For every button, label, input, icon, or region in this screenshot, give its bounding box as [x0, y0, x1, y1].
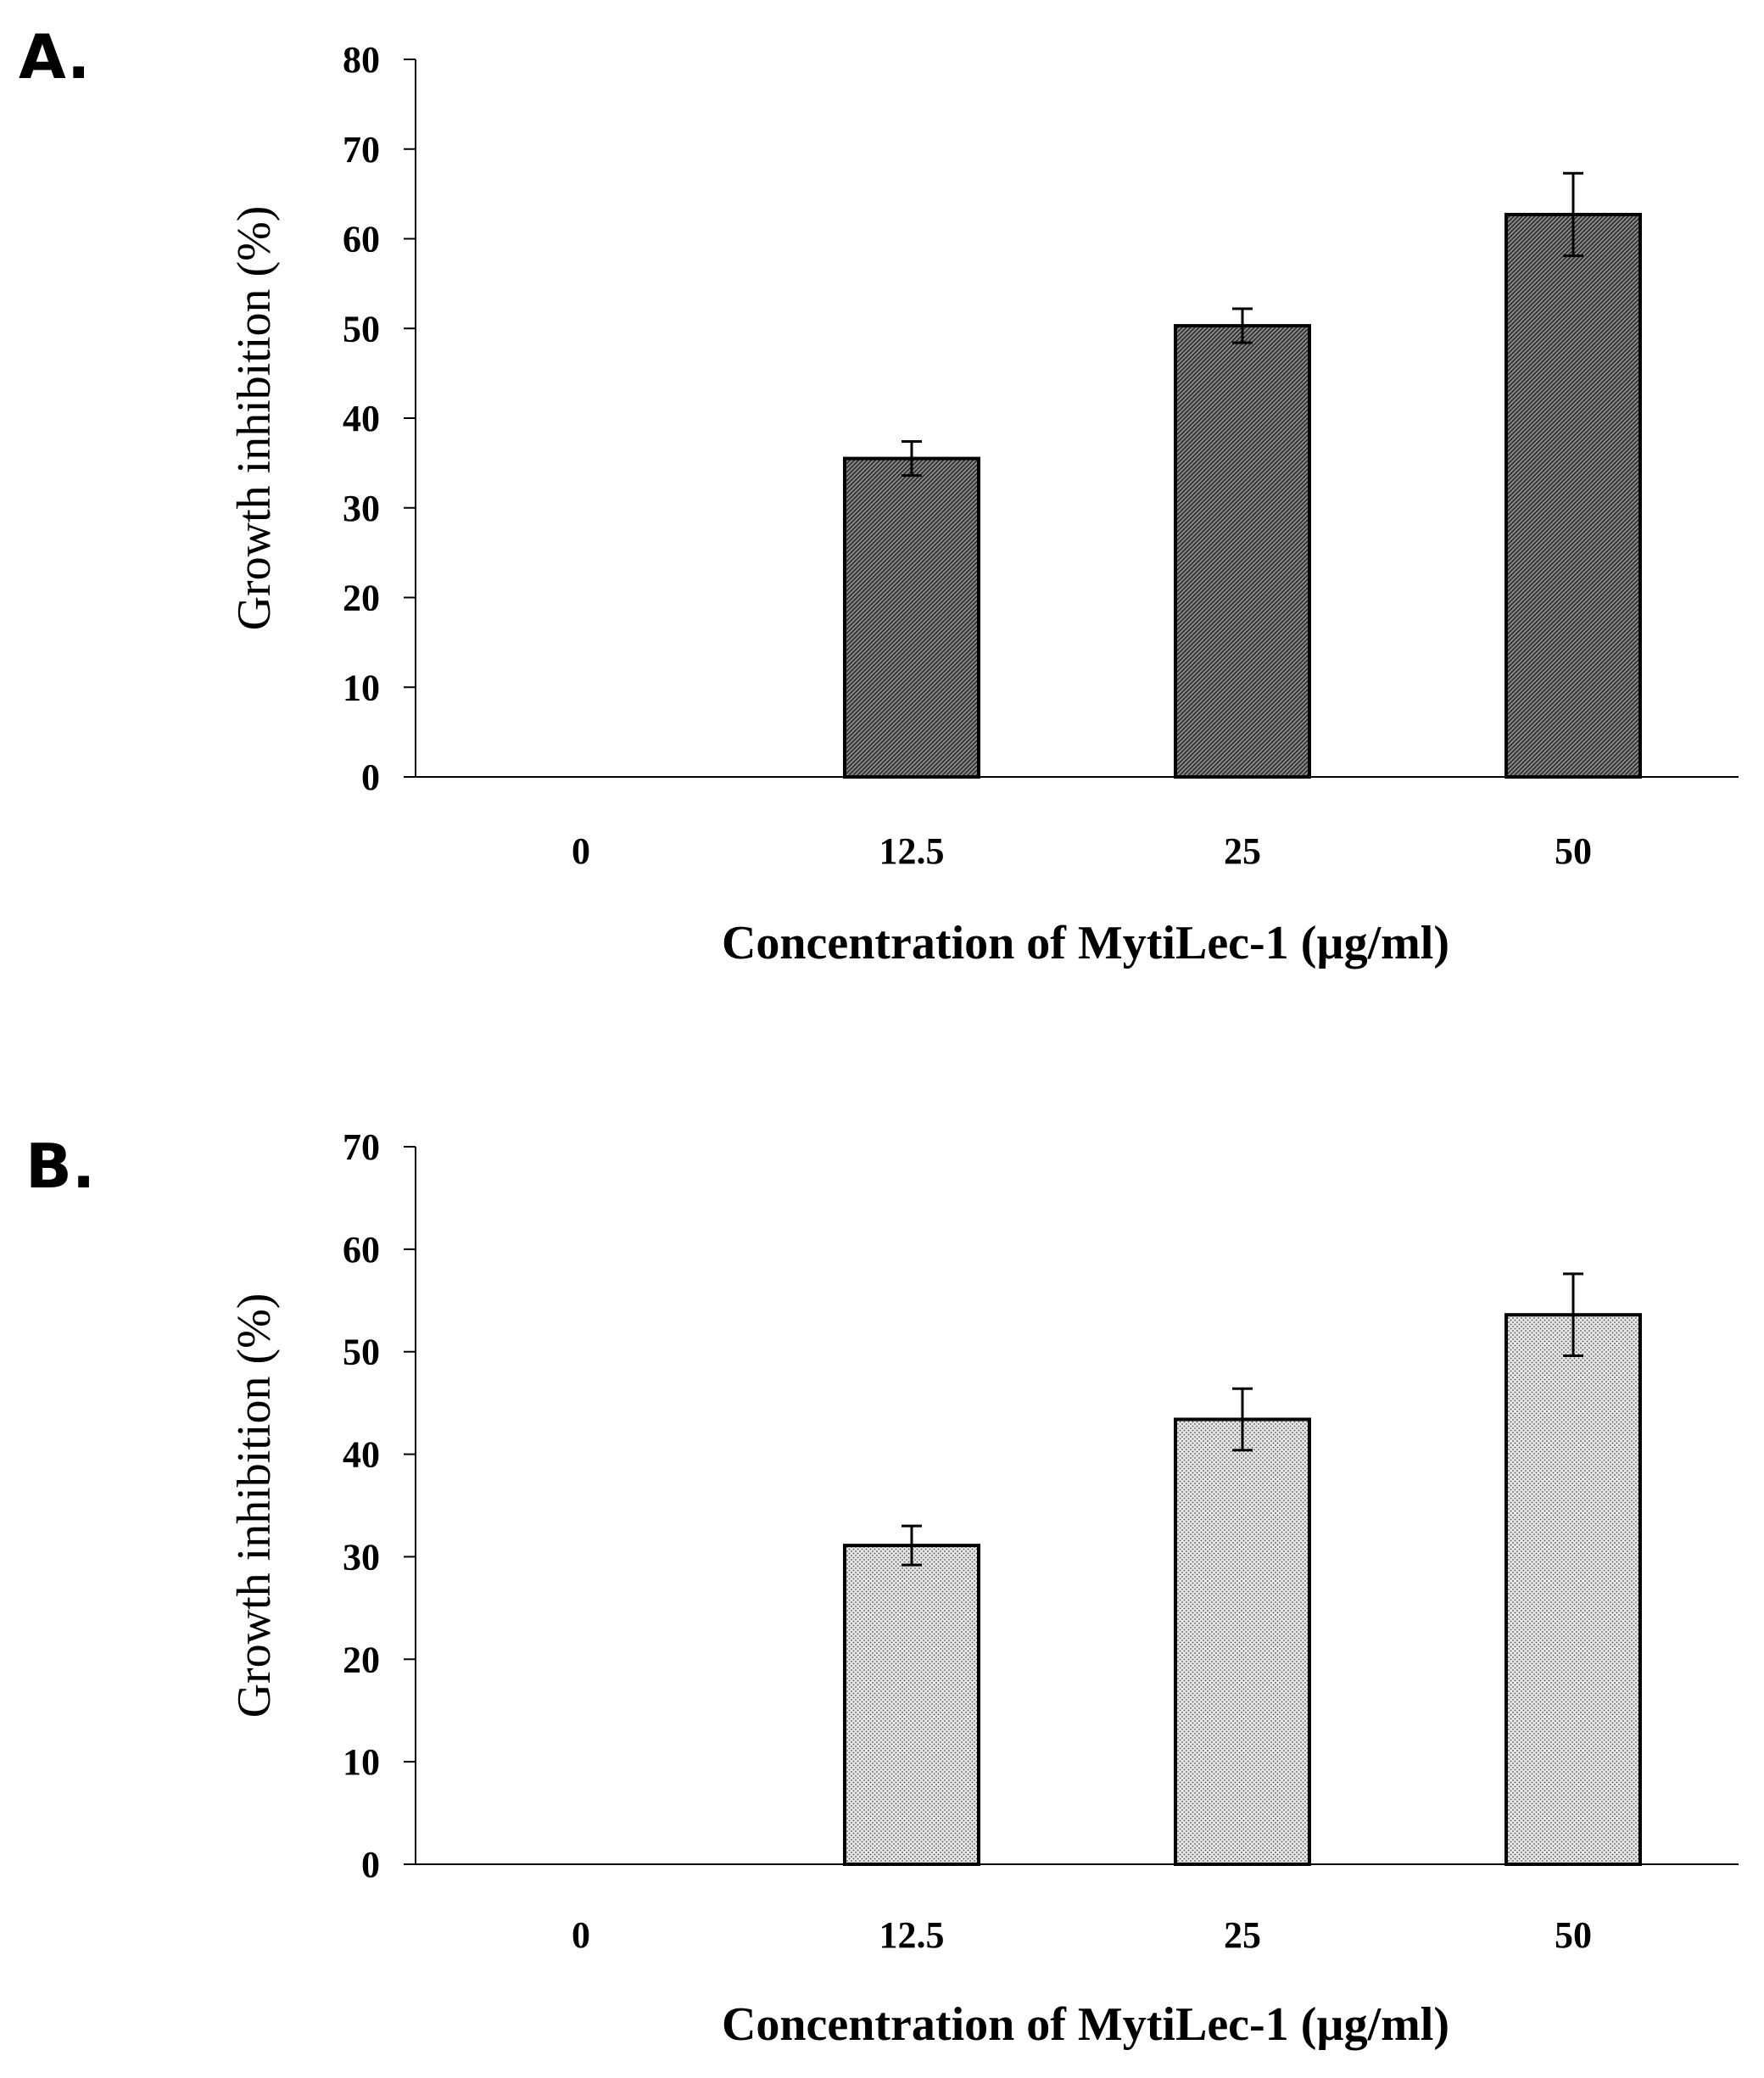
y-tick-label: 40: [343, 398, 380, 439]
x-tick-label: 25: [1224, 830, 1261, 872]
x-tick-label: 25: [1224, 1914, 1261, 1956]
y-axis-ticks: 0 10 20 30 40 50 60 70: [343, 1126, 416, 1885]
bar: [843, 1544, 980, 1866]
x-tick-label: 50: [1555, 1914, 1592, 1956]
x-tick-label: 12.5: [879, 1914, 945, 1956]
y-tick-label: 0: [361, 1844, 380, 1885]
y-tick-label: 10: [343, 1741, 380, 1783]
bars-group: [843, 1272, 1642, 1866]
y-tick-label: 10: [343, 667, 380, 708]
x-tick-label: 0: [572, 1914, 590, 1956]
x-tick-label: 12.5: [879, 830, 945, 872]
bar: [843, 456, 980, 779]
x-axis-ticks: 0 12.5 25 50: [572, 830, 1592, 872]
panel-label: B.: [25, 1131, 95, 1202]
y-tick-label: 70: [343, 1126, 380, 1168]
y-tick-label: 40: [343, 1434, 380, 1476]
panel-label: A.: [19, 21, 90, 92]
chart-panel-a: A. 0 10 20 30 40 50 60 70 80 0 12.5 25 50 Growth in…: [19, 21, 1739, 969]
chart-panel-b: B. 0 10 20 30 40 50 60 70 0 12.5 25 50 Growth inhi…: [25, 1126, 1739, 2051]
bars-group: [843, 171, 1642, 779]
y-tick-label: 20: [343, 578, 380, 619]
y-axis-title: Growth inhibition (%): [228, 1293, 281, 1718]
y-axis-title: Growth inhibition (%): [228, 206, 281, 631]
x-axis-title: Concentration of MytiLec-1 (µg/ml): [722, 1998, 1449, 2051]
x-tick-label: 50: [1555, 830, 1592, 872]
y-axis-ticks: 0 10 20 30 40 50 60 70 80: [343, 39, 416, 798]
y-tick-label: 60: [343, 1229, 380, 1271]
x-axis-ticks: 0 12.5 25 50: [572, 1914, 1592, 1956]
bar: [1504, 1313, 1642, 1866]
y-tick-label: 30: [343, 488, 380, 529]
y-tick-label: 50: [343, 1332, 380, 1373]
bar: [1174, 1417, 1311, 1866]
bar: [1504, 212, 1642, 779]
bar: [1174, 324, 1311, 779]
x-axis-title: Concentration of MytiLec-1 (µg/ml): [722, 917, 1449, 969]
y-tick-label: 50: [343, 308, 380, 349]
y-tick-label: 70: [343, 129, 380, 170]
x-tick-label: 0: [572, 830, 590, 872]
y-tick-label: 20: [343, 1639, 380, 1680]
y-tick-label: 80: [343, 39, 380, 81]
y-tick-label: 30: [343, 1536, 380, 1578]
y-tick-label: 0: [361, 757, 380, 798]
y-tick-label: 60: [343, 219, 380, 260]
